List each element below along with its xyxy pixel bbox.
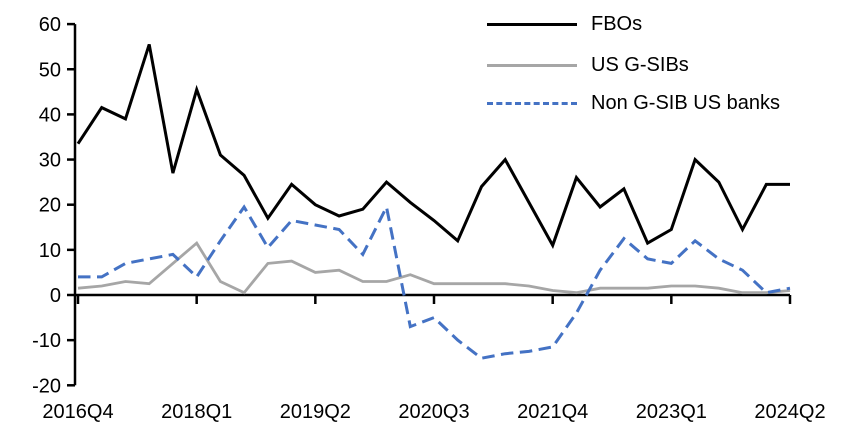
y-tick-label: -20 bbox=[32, 375, 61, 397]
legend-label-fbos: FBOs bbox=[591, 13, 643, 35]
legend-label-us-gsibs: US G-SIBs bbox=[591, 54, 689, 76]
non-gsib-us-banks-line-swatch bbox=[487, 101, 577, 105]
x-tick-label: 2021Q4 bbox=[517, 401, 588, 423]
x-tick-label: 2016Q4 bbox=[42, 401, 113, 423]
legend: FBOs US G-SIBs Non G-SIB US banks bbox=[0, 0, 852, 130]
x-tick-label: 2023Q1 bbox=[636, 401, 707, 423]
y-tick-label: 20 bbox=[39, 195, 61, 217]
y-tick-label: 10 bbox=[39, 240, 61, 262]
y-tick-label: 40 bbox=[39, 104, 61, 126]
x-tick-label: 2024Q2 bbox=[754, 401, 825, 423]
series-line-fbos bbox=[76, 43, 790, 249]
legend-label-non-gsib-us-banks: Non G-SIB US banks bbox=[591, 92, 780, 114]
y-tick-label: 0 bbox=[50, 285, 61, 307]
y-tick-label: -10 bbox=[32, 330, 61, 352]
series-line-us-g-sibs bbox=[77, 240, 791, 295]
x-tick-label: 2020Q3 bbox=[398, 401, 469, 423]
legend-item-fbos: FBOs bbox=[487, 13, 642, 35]
x-tick-label: 2018Q1 bbox=[161, 401, 232, 423]
x-tick-label: 2019Q2 bbox=[280, 401, 351, 423]
legend-item-non-gsib-us-banks: Non G-SIB US banks bbox=[487, 92, 780, 114]
y-tick-label: 50 bbox=[39, 59, 61, 81]
y-tick-label: 30 bbox=[39, 150, 61, 172]
legend-item-us-gsibs: US G-SIBs bbox=[487, 54, 689, 76]
us-gsibs-line-swatch bbox=[487, 63, 577, 67]
series-line-non-g-sib-us-banks bbox=[78, 202, 791, 360]
fbos-line-swatch bbox=[487, 22, 577, 26]
y-tick-label: 60 bbox=[39, 14, 61, 36]
